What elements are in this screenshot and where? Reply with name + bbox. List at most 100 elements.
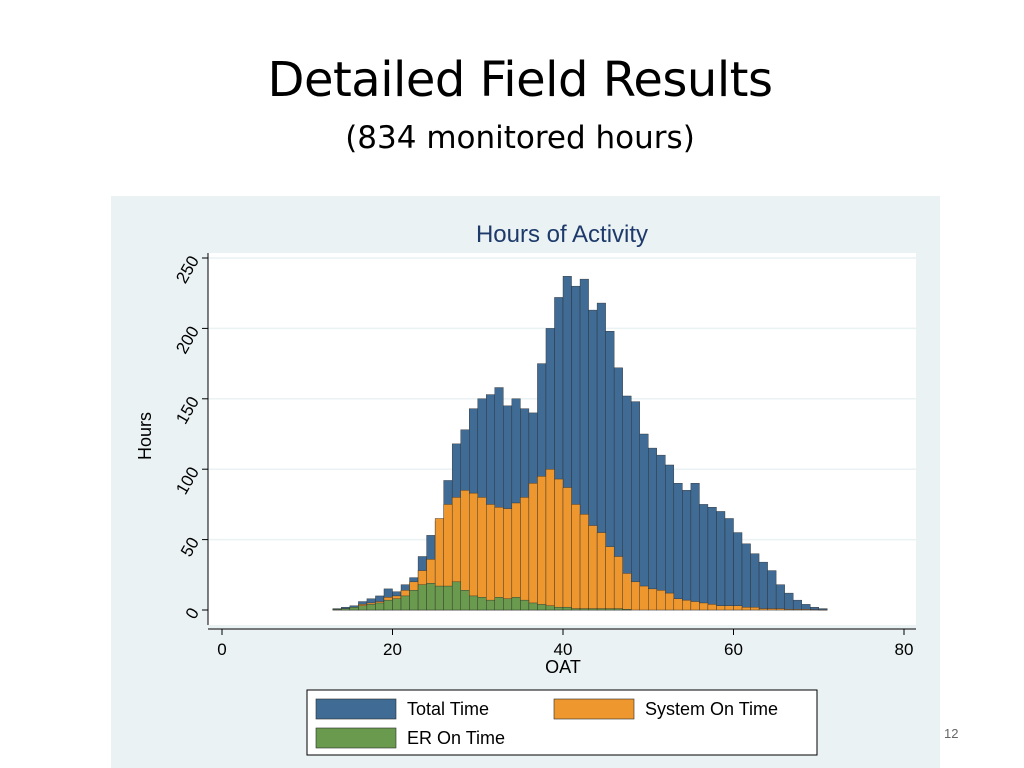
bar-system <box>537 476 547 611</box>
bar-system <box>622 573 632 611</box>
bar-total <box>767 570 777 611</box>
y-tick-label: 150 <box>172 393 203 427</box>
y-axis-label: Hours <box>135 412 155 460</box>
bar-er <box>358 605 368 611</box>
bar-system <box>486 504 495 611</box>
bar-total <box>631 401 640 611</box>
bar-system <box>571 504 581 611</box>
bar-total <box>690 483 700 611</box>
bar-er <box>511 597 521 611</box>
bar-total <box>699 504 709 611</box>
bar-total <box>673 483 683 611</box>
bar-total <box>758 561 768 611</box>
bar-system <box>605 546 615 611</box>
bar-er <box>451 581 461 611</box>
bar-system <box>477 497 487 611</box>
bar-total <box>733 532 743 611</box>
bar-total <box>792 599 802 611</box>
bar-system <box>818 609 828 611</box>
bar-total <box>682 490 692 611</box>
bar-er <box>392 598 402 611</box>
bar-er <box>443 585 453 611</box>
bar-er <box>469 595 478 611</box>
bar-total <box>724 518 734 611</box>
bar-er <box>571 608 581 611</box>
y-tick-label: 50 <box>177 534 203 560</box>
bar-er <box>349 606 359 611</box>
bar-er <box>375 602 385 611</box>
bar-er <box>341 608 351 611</box>
bar-er <box>409 590 419 611</box>
bar-er <box>494 597 504 611</box>
legend-swatch-er <box>315 727 397 749</box>
bar-total <box>775 584 785 611</box>
bar-er <box>383 599 393 611</box>
bar-system <box>511 502 521 611</box>
x-tick-label: 20 <box>383 640 402 659</box>
bar-system <box>775 608 785 611</box>
legend-swatch-total <box>315 698 397 720</box>
chart-title: Hours of Activity <box>476 221 648 248</box>
bar-er <box>579 608 589 611</box>
legend-label-system: System On Time <box>645 699 778 719</box>
bar-er <box>460 590 470 611</box>
bar-er <box>366 604 376 611</box>
bar-er <box>605 608 615 611</box>
bar-system <box>792 609 802 611</box>
y-tick-label: 100 <box>172 464 203 498</box>
bar-total <box>784 592 794 611</box>
bar-system <box>733 605 743 611</box>
bar-er <box>528 602 538 611</box>
x-tick-label: 60 <box>724 640 743 659</box>
bar-system <box>494 507 504 611</box>
x-tick-label: 80 <box>895 640 914 659</box>
bar-er <box>588 608 598 611</box>
y-tick-label: 0 <box>182 605 203 623</box>
chart-panel: 0 50 100 150 200 250 0 20 40 60 80 Hours of Activi… <box>111 196 940 768</box>
bar-total <box>656 454 666 611</box>
bar-system <box>810 609 819 611</box>
bar-system <box>503 508 513 611</box>
bar-system <box>758 608 768 611</box>
bar-system <box>682 599 692 611</box>
bar-system <box>469 492 478 611</box>
bar-er <box>613 608 623 611</box>
x-axis-label: OAT <box>545 657 581 677</box>
bar-system <box>665 592 675 611</box>
bar-er <box>332 609 342 611</box>
bar-er <box>417 584 427 611</box>
bar-system <box>673 598 683 611</box>
bar-system <box>767 608 777 611</box>
bar-er <box>562 606 572 611</box>
bar-er <box>400 595 410 611</box>
bar-system <box>716 605 726 611</box>
bar-system <box>784 609 794 611</box>
bar-er <box>477 597 487 611</box>
slide-number: 12 <box>944 726 959 741</box>
bar-er <box>537 604 547 611</box>
bar-system <box>528 483 538 611</box>
bar-system <box>699 602 709 611</box>
bar-system <box>656 590 666 611</box>
bar-total <box>665 464 675 611</box>
bar-er <box>520 599 530 611</box>
bar-system <box>741 606 751 611</box>
bar-system <box>520 497 530 611</box>
x-tick-label: 40 <box>554 640 573 659</box>
legend: Total Time System On Time ER On Time <box>306 689 818 756</box>
bar-total <box>707 507 717 611</box>
bar-system <box>690 601 700 611</box>
slide-subtitle: (834 monitored hours) <box>345 120 695 156</box>
bar-total <box>750 553 760 611</box>
bar-total <box>741 543 751 611</box>
bar-system <box>545 469 555 611</box>
histogram-chart: 0 50 100 150 200 250 0 20 40 60 80 Hours of Activi… <box>135 221 916 756</box>
legend-swatch-system <box>553 698 635 720</box>
bar-er <box>622 609 632 611</box>
bar-total <box>648 447 657 611</box>
x-tick-label: 0 <box>217 640 226 659</box>
bar-er <box>434 585 444 611</box>
bar-system <box>631 581 640 611</box>
bar-system <box>801 609 811 611</box>
bar-system <box>562 487 572 611</box>
